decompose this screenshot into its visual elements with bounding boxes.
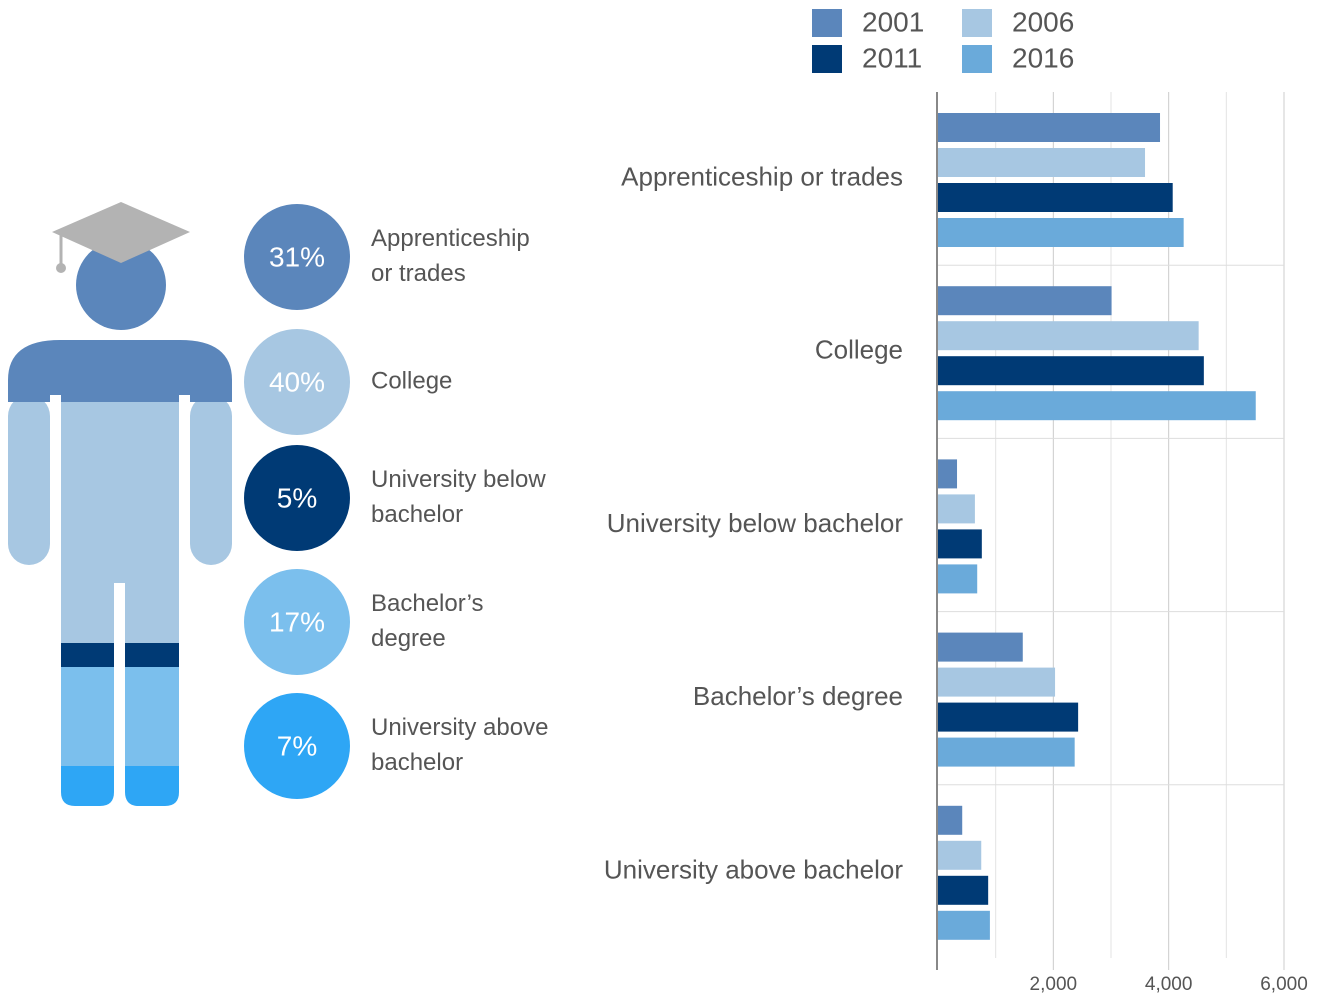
legend-label: 2001 bbox=[862, 6, 924, 37]
left-arm bbox=[8, 395, 50, 565]
bar bbox=[938, 738, 1075, 767]
bar bbox=[938, 633, 1023, 662]
bar bbox=[938, 459, 957, 488]
category-label: Apprenticeship or trades bbox=[621, 161, 903, 191]
category-label: College bbox=[815, 335, 903, 365]
legend-swatch bbox=[962, 45, 992, 73]
category-label: University below bachelor bbox=[607, 508, 904, 538]
legend-swatch bbox=[812, 9, 842, 37]
bar bbox=[938, 841, 981, 870]
bar bbox=[938, 183, 1173, 212]
category-label: or trades bbox=[371, 260, 466, 287]
shoulders bbox=[8, 340, 232, 402]
leg bbox=[61, 667, 114, 767]
category-label: University below bbox=[371, 466, 546, 493]
legend-label: 2016 bbox=[1012, 42, 1074, 73]
bar bbox=[938, 703, 1078, 732]
legend-swatch bbox=[812, 45, 842, 73]
cap bbox=[52, 202, 190, 263]
bar bbox=[938, 286, 1112, 315]
right-arm bbox=[190, 395, 232, 565]
leg bbox=[125, 667, 179, 767]
legend-label: 2011 bbox=[862, 42, 922, 73]
bar bbox=[938, 113, 1160, 142]
bar bbox=[938, 321, 1199, 350]
bar bbox=[938, 668, 1055, 697]
x-tick-label: 4,000 bbox=[1145, 974, 1193, 995]
category-label: Apprenticeship bbox=[371, 225, 530, 252]
bar bbox=[938, 564, 977, 593]
category-label: University above bachelor bbox=[604, 854, 903, 884]
percent-label: 31% bbox=[269, 241, 325, 272]
bar bbox=[938, 391, 1256, 420]
bar bbox=[938, 529, 982, 558]
bar bbox=[938, 911, 990, 940]
leg-gap bbox=[114, 583, 125, 645]
percent-label: 7% bbox=[277, 730, 317, 761]
percent-label: 5% bbox=[277, 482, 317, 513]
legend-swatch bbox=[962, 9, 992, 37]
bar bbox=[938, 148, 1145, 177]
figure bbox=[8, 202, 232, 806]
foot bbox=[61, 766, 114, 806]
bar bbox=[938, 218, 1184, 247]
foot bbox=[125, 766, 179, 806]
category-label: bachelor bbox=[371, 749, 463, 776]
percent-label: 17% bbox=[269, 606, 325, 637]
tassel-end bbox=[56, 263, 66, 273]
x-tick-label: 2,000 bbox=[1030, 974, 1078, 995]
category-label: degree bbox=[371, 625, 446, 652]
category-label: College bbox=[371, 367, 452, 394]
band bbox=[125, 643, 179, 667]
bar bbox=[938, 494, 975, 523]
page: 31% Apprenticeship or trades 40% College 5% Un… bbox=[0, 0, 1328, 1001]
band bbox=[61, 643, 114, 667]
bar bbox=[938, 356, 1204, 385]
category-label: Bachelor’s degree bbox=[693, 681, 903, 711]
x-tick-label: 6,000 bbox=[1260, 974, 1308, 995]
bar bbox=[938, 876, 988, 905]
percent-label: 40% bbox=[269, 366, 325, 397]
bar bbox=[938, 806, 962, 835]
category-label: Bachelor’s bbox=[371, 590, 484, 617]
legend-label: 2006 bbox=[1012, 6, 1074, 37]
category-label: bachelor bbox=[371, 501, 463, 528]
category-label: University above bbox=[371, 714, 548, 741]
